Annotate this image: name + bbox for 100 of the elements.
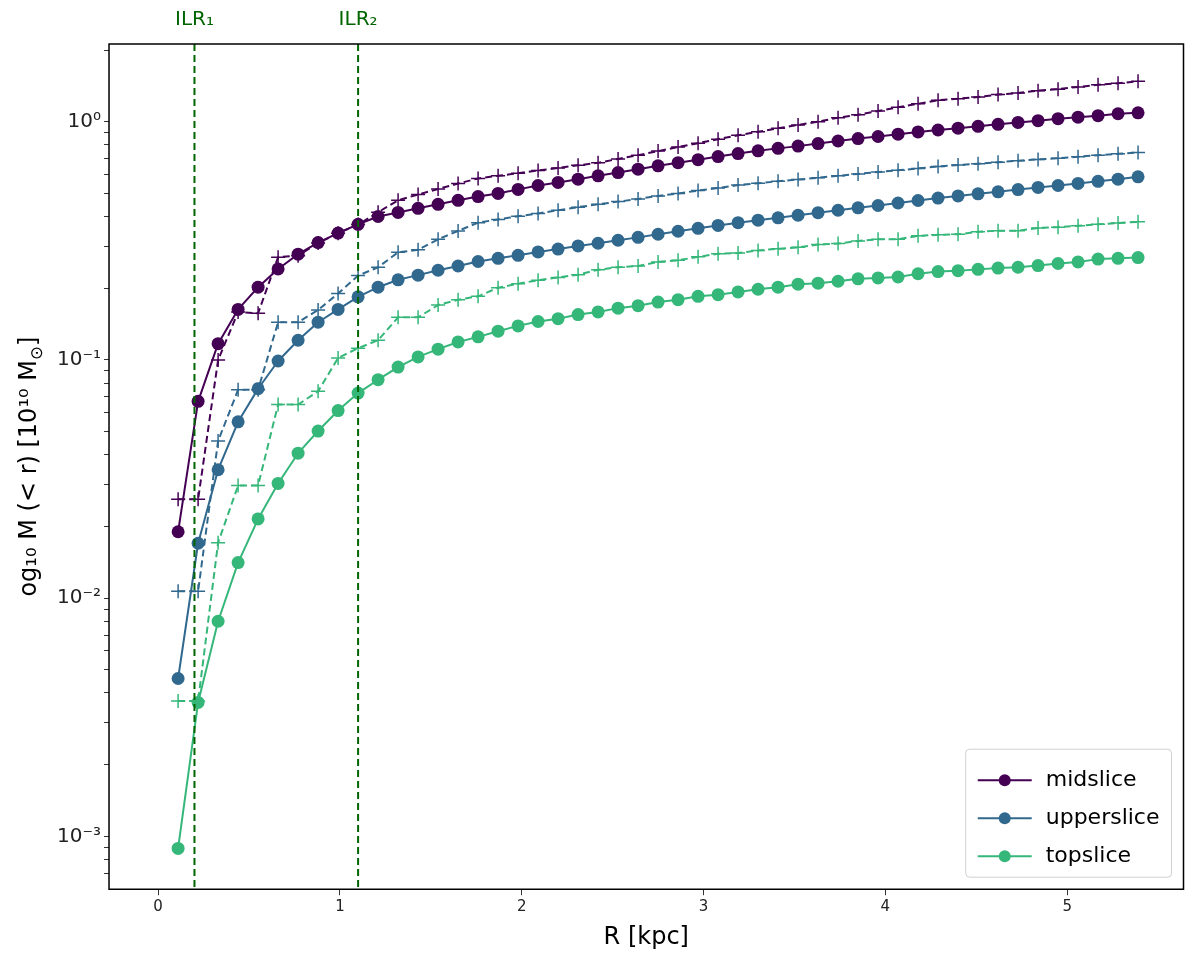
point [530,272,546,289]
point [591,236,605,250]
point [1031,180,1045,194]
point [851,132,865,146]
point [890,231,906,248]
point [691,289,705,303]
point [1090,76,1106,93]
point [410,309,426,326]
point [731,216,745,230]
point [470,214,486,231]
point [990,86,1006,103]
point [930,227,946,243]
point [1130,214,1146,230]
point [971,119,985,133]
y-tick-label: 10⁰ [67,107,102,132]
point [371,280,385,294]
point [251,512,265,526]
point [691,221,705,235]
point [1071,255,1085,269]
x-axis-title: R [kpc] [603,921,689,950]
point [810,169,826,186]
point [391,360,405,374]
point [631,162,645,176]
point [951,121,965,135]
point [1011,115,1025,129]
point [650,143,666,159]
point [1110,215,1126,231]
point [751,282,765,296]
point [711,288,725,302]
point [410,186,426,203]
point [311,424,325,438]
point [1070,148,1086,165]
point [1030,220,1046,236]
point [330,285,346,302]
point [730,245,746,261]
point [1110,146,1126,162]
point [1131,170,1145,184]
point [711,150,725,164]
x-tick-label: 5 [1062,897,1072,916]
x-tick-label: 2 [516,897,527,916]
point [670,139,686,155]
point [410,242,426,258]
point [450,175,466,192]
point [590,262,606,278]
point [851,272,865,286]
point [1090,147,1106,164]
point [511,319,525,333]
point [831,203,845,217]
point [1071,110,1085,124]
point [250,477,266,494]
point [190,491,206,508]
point [1011,183,1025,197]
point [510,165,526,181]
point [1110,75,1126,92]
point [830,235,846,252]
point [631,230,645,244]
point [650,254,666,270]
point [571,308,585,322]
point [531,315,545,328]
point [270,249,286,265]
point [851,201,865,215]
point [311,315,325,329]
point [171,841,185,855]
point [470,288,486,305]
point [391,205,405,219]
point [251,280,265,294]
point [471,330,485,344]
point [450,291,466,308]
point [371,373,385,387]
point [211,614,225,628]
point [871,199,885,212]
point [230,477,246,494]
point [951,264,965,278]
point [431,263,445,277]
point [691,153,705,167]
point [270,314,286,330]
point [991,185,1005,199]
point [431,197,445,211]
legend-label: midslice [1045,765,1137,791]
point [270,396,286,413]
point [931,191,945,205]
x-tick-label: 4 [880,897,891,916]
point [591,305,605,319]
point [830,109,846,126]
point [950,90,966,107]
point [710,246,726,262]
point [710,131,726,147]
point [790,239,806,256]
point [870,231,886,248]
point [831,274,845,288]
point [170,693,186,709]
point [490,211,506,228]
point [430,297,446,313]
point [291,333,305,347]
point [391,273,405,287]
point [891,127,905,141]
point [231,415,245,429]
point [430,181,446,197]
point [511,248,525,262]
point [490,279,506,296]
